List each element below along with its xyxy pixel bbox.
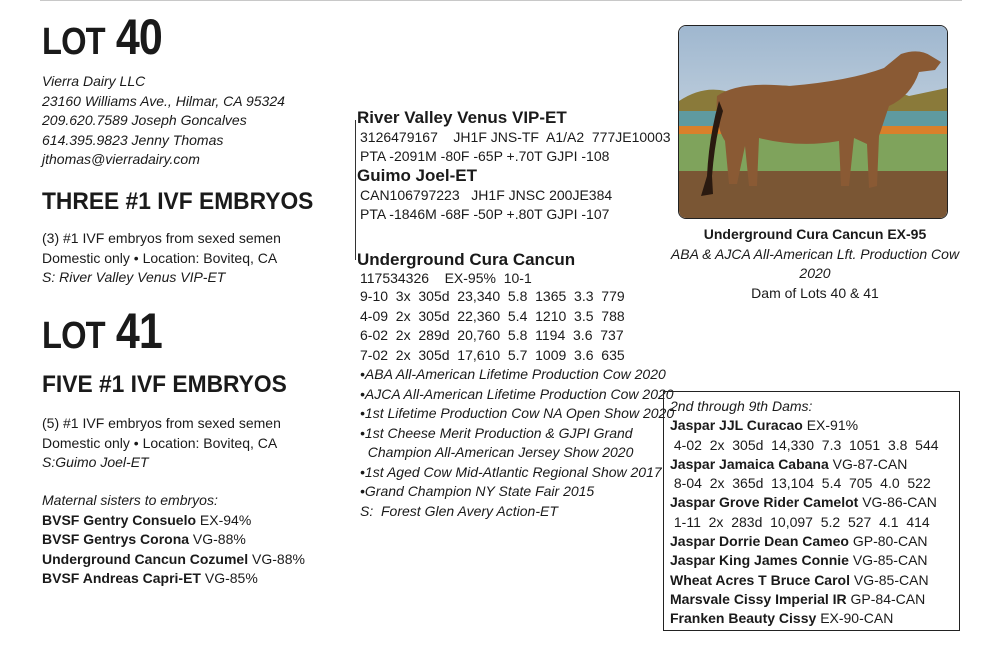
caption-dam-of: Dam of Lots 40 & 41 (751, 284, 879, 301)
dam-entry-name: Marsvale Cissy Imperial IR (670, 590, 847, 607)
dam-entry-record: 1-11 2x 283d 10,097 5.2 527 4.1 414 (670, 513, 930, 530)
lot-41-details: (5) #1 IVF embryos from sexed semen Dome… (42, 414, 281, 473)
dam-entry-score: VG-87-CAN (832, 455, 908, 472)
dam-entry-name: Jaspar Dorrie Dean Cameo (670, 533, 849, 550)
dam-entry-score: GP-84-CAN (850, 590, 926, 607)
dam-entry-name: Jaspar JJL Curacao (670, 417, 803, 434)
maternal-sister: BVSF Andreas Capri-ET VG-85% (42, 570, 258, 586)
sire-pta-line: PTA -1846M -68F -50P +.80T GJPI -107 (360, 206, 610, 222)
cow-photo (678, 25, 948, 219)
dam-entry-name: Jaspar Grove Rider Camelot (670, 494, 859, 511)
dams-heading: 2nd through 9th Dams: (670, 398, 813, 414)
dam-entry: Jaspar Jamaica Cabana VG-87-CAN (670, 455, 959, 474)
pedigree-bracket (355, 120, 356, 260)
consignor-contact: Vierra Dairy LLC 23160 Williams Ave., Hi… (42, 72, 285, 170)
dam-entry: Jaspar Dorrie Dean Cameo GP-80-CAN (670, 532, 959, 551)
dam-name: Underground Cura Cancun (357, 250, 576, 269)
consignor-email[interactable]: jthomas@vierradairy.com (42, 151, 200, 167)
dam-entry-score: VG-86-CAN (862, 494, 937, 511)
consignor-phone-1: 209.620.7589 Joseph Goncalves (42, 112, 247, 128)
consignor-phone-2: 614.395.9823 Jenny Thomas (42, 131, 224, 148)
dam-block: Underground Cura Cancun 117534326 EX-95%… (357, 250, 674, 521)
consignor-address: 23160 Williams Ave., Hilmar, CA 95324 (42, 92, 285, 109)
lot-label: LOT (42, 21, 106, 63)
dam-entry-name: Jaspar Jamaica Cabana (670, 455, 829, 472)
maternal-sister: BVSF Gentrys Corona VG-88% (42, 531, 246, 547)
lot-number: 41 (115, 303, 163, 359)
dam-honor: •1st Lifetime Production Cow NA Open Sho… (360, 405, 675, 421)
maternal-heading: Maternal sisters to embryos: (42, 492, 218, 508)
dam-entry-score: GP-80-CAN (852, 533, 928, 550)
sire-pta-line: PTA -2091M -80F -65P +.70T GJPI -108 (360, 148, 610, 164)
cow-image (679, 26, 947, 218)
dam-honor: •ABA All-American Lifetime Production Co… (360, 366, 666, 382)
dam-honor: Champion All-American Jersey Show 2020 (360, 444, 634, 460)
dam-entry: Marsvale Cissy Imperial IR GP-84-CAN (670, 590, 959, 609)
lot-label: LOT (42, 315, 106, 357)
dam-entry-score: EX-91% (806, 417, 859, 434)
dam-entry-score: VG-85-CAN (852, 552, 928, 569)
dam-entry: Jaspar King James Connie VG-85-CAN (670, 551, 959, 570)
lot-number: 40 (115, 9, 163, 65)
dam-entry-name: Franken Beauty Cissy (670, 610, 817, 627)
dam-entry: Wheat Acres T Bruce Carol VG-85-CAN (670, 571, 959, 590)
dam-entry-score: EX-90-CAN (820, 610, 894, 627)
sire-name: Guimo Joel-ET (357, 166, 477, 185)
dam-honor: S: Forest Glen Avery Action-ET (360, 502, 558, 519)
top-divider (40, 0, 962, 1)
dam-honor: •Grand Champion NY State Fair 2015 (360, 483, 595, 499)
dam-entry: Jaspar Grove Rider Camelot VG-86-CAN (670, 493, 959, 512)
lot-41-description: (5) #1 IVF embryos from sexed semen (42, 415, 281, 431)
maternal-sisters: Maternal sisters to embryos: BVSF Gentry… (42, 491, 305, 589)
dam-honor: •1st Cheese Merit Production & GJPI Gran… (360, 424, 633, 441)
caption-award: ABA & AJCA All-American Lft. Production … (670, 245, 960, 282)
lot-41-title: LOT 41 (42, 303, 163, 361)
consignor-name: Vierra Dairy LLC (42, 73, 146, 89)
lot-40-details: (3) #1 IVF embryos from sexed semen Dome… (42, 229, 281, 288)
lot-40-description: (3) #1 IVF embryos from sexed semen (42, 230, 281, 246)
dam-id-line: 117534326 EX-95% 10-1 (360, 270, 532, 286)
lot-40-title: LOT 40 (42, 9, 163, 67)
sire-name: River Valley Venus VIP-ET (357, 108, 567, 127)
dam-entry-name: Jaspar King James Connie (670, 552, 849, 569)
photo-caption: Underground Cura Cancun EX-95 ABA & AJCA… (660, 225, 970, 303)
dam-entry-record: 4-02 2x 305d 14,330 7.3 1051 3.8 544 (670, 436, 939, 453)
lot-40-location: Domestic only • Location: Boviteq, CA (42, 249, 278, 266)
lactation-record: 9-10 3x 305d 23,340 5.8 1365 3.3 779 (360, 288, 625, 304)
dam-entry-record: 8-04 2x 365d 13,104 5.4 705 4.0 522 (670, 475, 931, 492)
sire-block: River Valley Venus VIP-ET 3126479167 JH1… (357, 108, 671, 224)
dam-entry: Jaspar JJL Curacao EX-91% (670, 416, 959, 435)
dam-entry: Franken Beauty Cissy EX-90-CAN (670, 609, 959, 628)
lot-40-heading: THREE #1 IVF EMBRYOS (42, 188, 314, 215)
caption-title: Underground Cura Cancun EX-95 (703, 226, 927, 242)
dam-honor: •1st Aged Cow Mid-Atlantic Regional Show… (360, 463, 662, 480)
lactation-record: 4-09 2x 305d 22,360 5.4 1210 3.5 788 (360, 307, 625, 324)
lactation-record: 7-02 2x 305d 17,610 5.7 1009 3.6 635 (360, 346, 625, 363)
dam-honor: •AJCA All-American Lifetime Production C… (360, 385, 674, 402)
lactation-record: 6-02 2x 289d 20,760 5.8 1194 3.6 737 (360, 327, 624, 343)
lot-41-sire: S:Guimo Joel-ET (42, 454, 149, 470)
sire-id-line: 3126479167 JH1F JNS-TF A1/A2 777JE10003 (360, 129, 671, 145)
lot-41-location: Domestic only • Location: Boviteq, CA (42, 434, 278, 451)
maternal-sister: Underground Cancun Cozumel VG-88% (42, 550, 305, 567)
maternal-sister: BVSF Gentry Consuelo EX-94% (42, 511, 252, 528)
dams-box: 2nd through 9th Dams: Jaspar JJL Curacao… (663, 391, 960, 631)
lot-40-sire: S: River Valley Venus VIP-ET (42, 269, 226, 285)
lot-41-heading: FIVE #1 IVF EMBRYOS (42, 371, 287, 398)
sire-id-line: CAN106797223 JH1F JNSC 200JE384 (360, 187, 613, 203)
dam-entry-name: Wheat Acres T Bruce Carol (670, 571, 850, 588)
dam-entry-score: VG-85-CAN (853, 571, 929, 588)
